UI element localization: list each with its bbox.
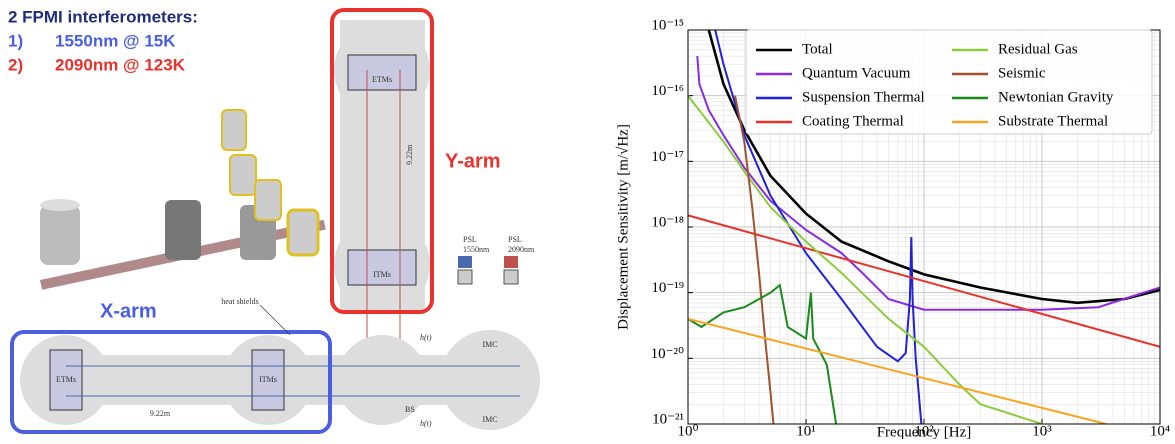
legend-box — [745, 29, 1153, 135]
legend-label: Newtonian Gravity — [998, 89, 1114, 105]
length-label: 9.22m — [405, 144, 414, 165]
item-text: 1550nm @ 15K — [55, 31, 176, 50]
legend-label: Substrate Thermal — [998, 113, 1108, 129]
x-tick-label: 10³ — [1032, 423, 1052, 439]
optic-label: BS — [405, 405, 415, 414]
laser-label: 1550nm — [463, 245, 490, 254]
mirror-label: ITMs — [373, 270, 391, 279]
output-label: h(t) — [420, 419, 432, 428]
series-line — [688, 317, 1107, 424]
mirror-label: ETMs — [372, 75, 392, 84]
y-tick-label: 10⁻¹⁹ — [651, 280, 684, 296]
x-tick-label: 10¹ — [796, 423, 816, 439]
mirror-label: ETMs — [56, 375, 76, 384]
legend-label: Seismic — [998, 65, 1046, 81]
output-label: h(t) — [420, 333, 432, 342]
y-tick-label: 10⁻¹⁶ — [651, 83, 684, 99]
series-line — [688, 214, 1160, 348]
legend-label: Quantum Vacuum — [802, 65, 911, 81]
arm-label: X-arm — [100, 300, 157, 322]
diagram: 2 FPMI interferometers: 1) 1550nm @ 15K … — [8, 7, 540, 434]
y-tick-label: 10⁻¹⁸ — [651, 214, 684, 230]
laser-label: PSL — [463, 235, 477, 244]
legend-label: Suspension Thermal — [802, 89, 925, 105]
laser-label: PSL — [508, 235, 522, 244]
apparatus — [40, 109, 326, 290]
y-tick-label: 10⁻¹⁷ — [651, 149, 684, 165]
item-num: 1) — [8, 31, 23, 50]
laser-label: 2090nm — [508, 245, 535, 254]
item-text: 2090nm @ 123K — [55, 55, 186, 74]
x-axis-label: Frequency [Hz] — [877, 424, 972, 439]
legend-label: Residual Gas — [998, 41, 1078, 57]
y-tick-label: 10⁻²⁰ — [651, 346, 684, 362]
diagram-title: 2 FPMI interferometers: — [8, 7, 198, 26]
annotation: heat shields — [221, 297, 259, 306]
series-line — [707, 30, 1160, 305]
optic-label: IMC — [482, 415, 497, 424]
legend-label: Total — [802, 41, 833, 57]
arm-label: Y-arm — [445, 150, 501, 172]
x-tick-label: 10² — [914, 423, 934, 439]
y-tick-label: 10⁻²¹ — [652, 411, 684, 427]
series-line — [714, 30, 923, 424]
series-line — [688, 95, 1043, 424]
legend-label: Coating Thermal — [802, 113, 904, 129]
series-line — [734, 95, 775, 424]
mirror-label: ITMs — [259, 375, 277, 384]
item-num: 2) — [8, 55, 23, 74]
x-tick-label: 10⁰ — [677, 423, 698, 439]
x-tick-label: 10⁴ — [1150, 423, 1170, 439]
series-line — [696, 56, 1160, 311]
chart: 10⁰ 10¹ 10² 10³ 10⁴ 10⁻²¹ 10⁻²⁰ 10⁻¹⁹ 10⁻¹⁸ 10⁻¹⁷… — [615, 17, 1170, 440]
y-tick-label: 10⁻¹⁵ — [651, 17, 684, 33]
y-axis-label: Displacement Sensitivity [m/√Hz] — [615, 124, 631, 330]
length-label: 9.22m — [150, 409, 171, 418]
series-line — [688, 283, 838, 424]
optic-label: IMC — [482, 340, 497, 349]
